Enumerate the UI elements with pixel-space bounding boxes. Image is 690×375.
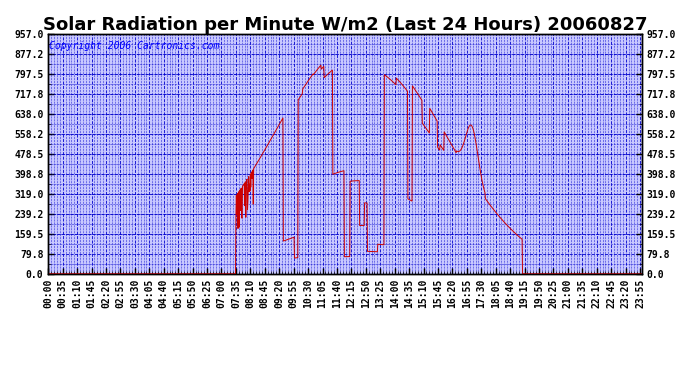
Title: Solar Radiation per Minute W/m2 (Last 24 Hours) 20060827: Solar Radiation per Minute W/m2 (Last 24… [43,16,647,34]
Text: Copyright 2006 Cartronics.com: Copyright 2006 Cartronics.com [50,41,220,51]
